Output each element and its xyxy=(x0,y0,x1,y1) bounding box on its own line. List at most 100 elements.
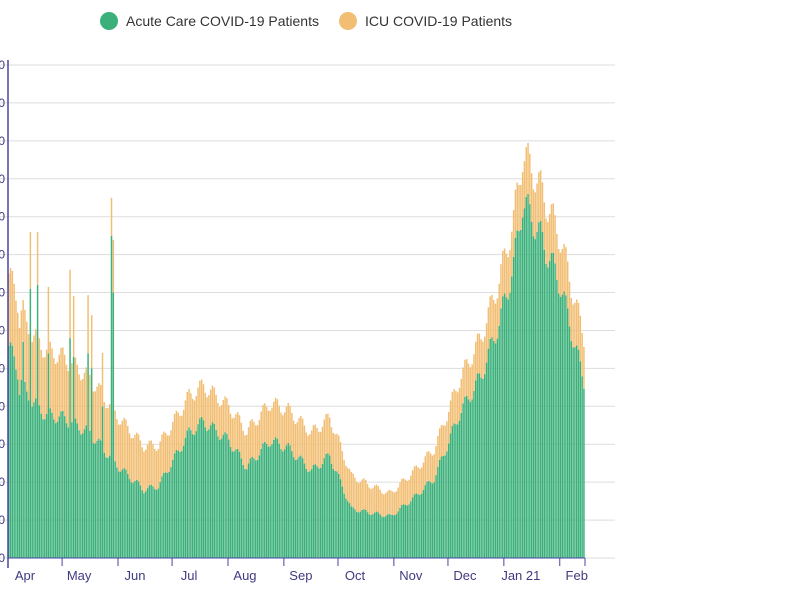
bar-acute xyxy=(305,468,307,558)
bar-icu xyxy=(473,354,475,391)
bar-icu xyxy=(262,404,264,444)
y-tick-label: 0 xyxy=(0,551,5,565)
bar-icu xyxy=(372,487,374,515)
bar-acute xyxy=(145,491,147,558)
bar-acute xyxy=(437,466,439,558)
bar-icu xyxy=(69,269,71,339)
bar-icu xyxy=(298,418,300,457)
bar-icu xyxy=(426,451,428,482)
bar-icu xyxy=(480,339,482,378)
bar-icu xyxy=(377,486,380,513)
bar-acute xyxy=(150,484,152,558)
bar-acute xyxy=(280,449,282,558)
bar-icu xyxy=(36,231,39,285)
bar-acute xyxy=(491,337,493,558)
bar-icu xyxy=(375,484,378,512)
bar-acute xyxy=(337,473,340,558)
bar-acute xyxy=(516,230,518,559)
bar-icu xyxy=(54,364,57,424)
bar-acute xyxy=(197,424,199,558)
bar-acute xyxy=(511,276,513,558)
bar-icu xyxy=(72,296,75,358)
bar-acute xyxy=(80,434,82,558)
bar-icu xyxy=(507,257,509,300)
bar-icu xyxy=(282,415,284,452)
bar-icu xyxy=(184,400,187,438)
bar-icu xyxy=(251,419,253,457)
bar-acute xyxy=(397,511,399,558)
bar-acute xyxy=(292,457,295,558)
bar-acute xyxy=(536,231,538,558)
bar-acute xyxy=(514,237,517,559)
bar-acute xyxy=(485,362,488,558)
bar-icu xyxy=(206,397,208,431)
bar-icu xyxy=(130,438,133,483)
bar-icu xyxy=(536,183,538,232)
bar-icu xyxy=(182,409,185,446)
bar-acute xyxy=(264,441,266,558)
bar-icu xyxy=(429,453,432,483)
bar-icu xyxy=(323,419,326,459)
bar-icu xyxy=(509,250,511,293)
bar-icu xyxy=(42,357,44,420)
bar-icu xyxy=(325,414,327,454)
bar-icu xyxy=(529,153,531,205)
bar-icu xyxy=(27,334,30,401)
bar-icu xyxy=(310,430,313,470)
bar-icu xyxy=(521,172,524,218)
bar-acute xyxy=(419,494,421,558)
bar-icu xyxy=(446,421,448,452)
bar-acute xyxy=(20,379,23,558)
bar-icu xyxy=(114,410,116,462)
legend-item-icu[interactable]: ICU COVID-19 Patients xyxy=(338,12,512,30)
bar-acute xyxy=(583,388,585,558)
bar-icu xyxy=(197,387,199,425)
bar-icu xyxy=(404,479,407,505)
bar-icu xyxy=(274,397,277,438)
bar-icu xyxy=(136,432,138,480)
bar-icu xyxy=(240,422,243,459)
bar-acute xyxy=(379,514,381,558)
bar-acute xyxy=(181,450,183,558)
bar-acute xyxy=(390,514,392,558)
bar-icu xyxy=(543,202,546,250)
bar-acute xyxy=(58,416,60,558)
bar-acute xyxy=(206,430,208,558)
bar-icu xyxy=(575,299,578,346)
bar-icu xyxy=(516,182,518,231)
bar-acute xyxy=(574,347,576,558)
bar-icu xyxy=(489,296,491,339)
bar-icu xyxy=(235,414,237,450)
bar-icu xyxy=(291,413,293,452)
bar-acute xyxy=(327,453,329,558)
bar-icu xyxy=(51,348,53,413)
legend-item-acute[interactable]: Acute Care COVID-19 Patients xyxy=(100,12,319,30)
bar-acute xyxy=(13,356,15,558)
bar-icu xyxy=(90,315,93,369)
bar-icu xyxy=(424,456,427,486)
bar-acute xyxy=(318,468,320,558)
bar-icu xyxy=(179,415,181,452)
bar-acute xyxy=(420,493,423,558)
bar-acute xyxy=(94,443,97,558)
bar-icu xyxy=(247,427,250,464)
bar-acute xyxy=(415,493,417,558)
bar-icu xyxy=(491,294,493,338)
bar-acute xyxy=(132,482,134,558)
bar-icu xyxy=(227,404,230,440)
bar-icu xyxy=(498,283,500,326)
bar-icu xyxy=(40,349,42,414)
bar-acute xyxy=(309,471,311,558)
bar-icu xyxy=(150,440,152,485)
bar-icu xyxy=(514,189,517,238)
bar-icu xyxy=(419,468,421,495)
bar-icu xyxy=(312,425,315,465)
bar-icu xyxy=(218,407,221,440)
bar-icu xyxy=(440,425,443,457)
bar-acute xyxy=(220,438,223,558)
bar-acute xyxy=(273,439,275,558)
bar-icu xyxy=(532,189,535,237)
bar-acute xyxy=(47,353,50,558)
bar-acute xyxy=(577,349,580,558)
bar-acute xyxy=(552,252,555,558)
